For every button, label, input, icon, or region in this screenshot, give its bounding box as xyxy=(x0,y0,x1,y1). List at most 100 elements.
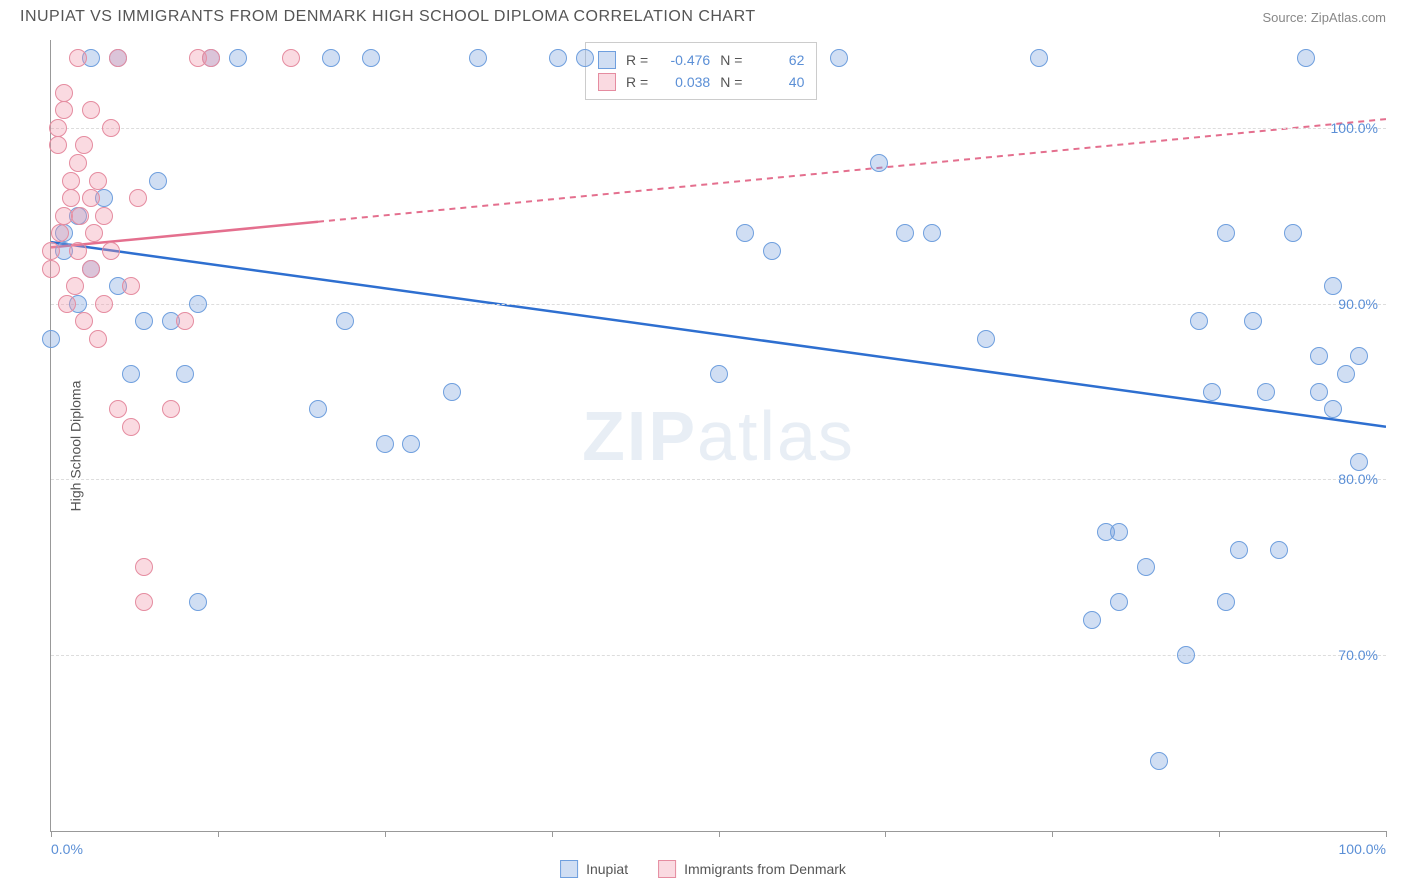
data-point xyxy=(69,154,87,172)
data-point xyxy=(1310,347,1328,365)
data-point xyxy=(82,260,100,278)
data-point xyxy=(82,101,100,119)
n-label: N = xyxy=(720,52,742,68)
data-point xyxy=(135,312,153,330)
data-point xyxy=(1110,523,1128,541)
legend-label-1: Inupiat xyxy=(586,861,628,877)
data-point xyxy=(736,224,754,242)
x-tick-label: 100.0% xyxy=(1339,841,1386,857)
data-point xyxy=(75,312,93,330)
data-point xyxy=(42,260,60,278)
data-point xyxy=(896,224,914,242)
gridline xyxy=(51,304,1386,305)
data-point xyxy=(1203,383,1221,401)
x-tick xyxy=(1052,831,1053,837)
r-label: R = xyxy=(626,74,648,90)
data-point xyxy=(122,365,140,383)
watermark-atlas: atlas xyxy=(697,397,855,475)
x-tick xyxy=(719,831,720,837)
data-point xyxy=(1297,49,1315,67)
data-point xyxy=(1217,593,1235,611)
y-tick-label: 100.0% xyxy=(1331,120,1378,136)
n-value-2: 40 xyxy=(752,74,804,90)
gridline xyxy=(51,128,1386,129)
x-tick xyxy=(1386,831,1387,837)
trend-lines xyxy=(51,40,1386,831)
x-tick xyxy=(218,831,219,837)
data-point xyxy=(102,119,120,137)
x-tick xyxy=(51,831,52,837)
legend-swatch-1 xyxy=(560,860,578,878)
data-point xyxy=(69,242,87,260)
data-point xyxy=(229,49,247,67)
data-point xyxy=(58,295,76,313)
data-point xyxy=(55,84,73,102)
data-point xyxy=(102,242,120,260)
data-point xyxy=(1270,541,1288,559)
data-point xyxy=(49,119,67,137)
r-label: R = xyxy=(626,52,648,68)
data-point xyxy=(1244,312,1262,330)
data-point xyxy=(51,224,69,242)
data-point xyxy=(1324,277,1342,295)
data-point xyxy=(176,312,194,330)
r-value-1: -0.476 xyxy=(658,52,710,68)
data-point xyxy=(162,400,180,418)
swatch-series-1 xyxy=(598,51,616,69)
data-point xyxy=(309,400,327,418)
data-point xyxy=(122,277,140,295)
data-point xyxy=(75,136,93,154)
data-point xyxy=(109,400,127,418)
data-point xyxy=(71,207,89,225)
data-point xyxy=(1324,400,1342,418)
data-point xyxy=(763,242,781,260)
y-tick-label: 80.0% xyxy=(1338,471,1378,487)
data-point xyxy=(109,49,127,67)
x-tick-label: 0.0% xyxy=(51,841,83,857)
data-point xyxy=(62,189,80,207)
x-tick xyxy=(1219,831,1220,837)
watermark: ZIPatlas xyxy=(582,396,855,476)
data-point xyxy=(549,49,567,67)
n-value-1: 62 xyxy=(752,52,804,68)
r-value-2: 0.038 xyxy=(658,74,710,90)
data-point xyxy=(1137,558,1155,576)
data-point xyxy=(443,383,461,401)
data-point xyxy=(189,295,207,313)
data-point xyxy=(1150,752,1168,770)
data-point xyxy=(1030,49,1048,67)
legend-item-2: Immigrants from Denmark xyxy=(658,860,846,878)
legend-item-1: Inupiat xyxy=(560,860,628,878)
stats-box: R = -0.476 N = 62 R = 0.038 N = 40 xyxy=(585,42,817,100)
data-point xyxy=(576,49,594,67)
data-point xyxy=(322,49,340,67)
plot-region: ZIPatlas R = -0.476 N = 62 R = 0.038 N =… xyxy=(50,40,1386,832)
data-point xyxy=(710,365,728,383)
legend-swatch-2 xyxy=(658,860,676,878)
data-point xyxy=(1310,383,1328,401)
chart-title: INUPIAT VS IMMIGRANTS FROM DENMARK HIGH … xyxy=(20,8,756,26)
stats-row-2: R = 0.038 N = 40 xyxy=(598,71,804,93)
data-point xyxy=(82,189,100,207)
data-point xyxy=(42,330,60,348)
x-tick xyxy=(552,831,553,837)
data-point xyxy=(923,224,941,242)
n-label: N = xyxy=(720,74,742,90)
data-point xyxy=(129,189,147,207)
legend-label-2: Immigrants from Denmark xyxy=(684,861,846,877)
chart-area: ZIPatlas R = -0.476 N = 62 R = 0.038 N =… xyxy=(50,40,1386,832)
gridline xyxy=(51,479,1386,480)
data-point xyxy=(135,558,153,576)
data-point xyxy=(1190,312,1208,330)
data-point xyxy=(870,154,888,172)
data-point xyxy=(95,295,113,313)
x-tick xyxy=(385,831,386,837)
data-point xyxy=(55,101,73,119)
data-point xyxy=(42,242,60,260)
data-point xyxy=(402,435,420,453)
data-point xyxy=(1337,365,1355,383)
data-point xyxy=(376,435,394,453)
data-point xyxy=(189,593,207,611)
data-point xyxy=(336,312,354,330)
data-point xyxy=(149,172,167,190)
